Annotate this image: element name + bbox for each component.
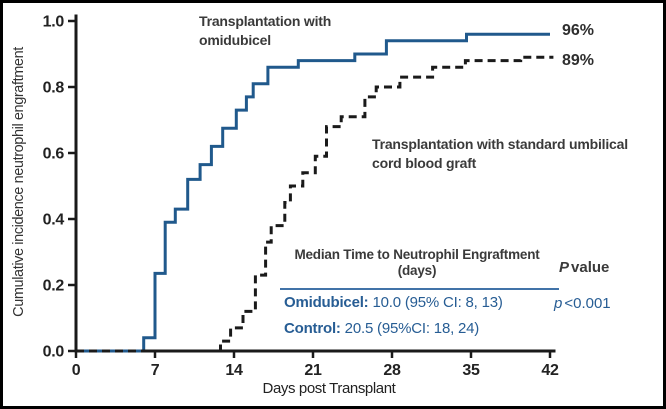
x-axis-title: Days post Transplant (262, 380, 396, 397)
cumulative-incidence-chart: 0.0 0.2 0.4 0.6 0.8 1.0 0 7 14 21 28 35 42 (43, 14, 560, 380)
table-row-control: Control: 20.5 (95%CI: 18, 24) (284, 320, 479, 337)
control-final-percent: 89% (562, 52, 595, 69)
control-row-value: 20.5 (95%CI: 18, 24) (340, 320, 480, 337)
omidubicel-curve-label-line2: omidubicel (199, 32, 271, 48)
y-tick-label: 0.4 (43, 212, 65, 229)
y-tick-label: 0.0 (43, 344, 65, 361)
omidubicel-curve-label-line1: Transplantation with (199, 13, 332, 29)
table-row-omidubicel: Omidubicel: 10.0 (95% CI: 8, 13) (284, 294, 503, 311)
omidubicel-final-percent: 96% (562, 22, 595, 39)
omidubicel-row-label: Omidubicel: (284, 294, 369, 311)
omidubicel-row-value: 10.0 (95% CI: 8, 13) (368, 294, 503, 311)
x-tick-label: 21 (304, 362, 322, 379)
y-tick-label: 0.6 (43, 146, 65, 163)
omidubicel-curve-label: Transplantation with omidubicel (199, 12, 331, 50)
x-tick-label: 42 (541, 362, 559, 379)
control-curve-label-line2: cord blood graft (372, 155, 477, 171)
p-value-header-text: value (571, 259, 610, 276)
median-table-header-units: (days) (397, 263, 437, 278)
median-table-header-title: Median Time to Neutrophil Engraftment (294, 247, 540, 262)
p-value-symbol: p (554, 295, 563, 312)
p-value-header-symbol: P (559, 259, 570, 276)
control-curve-label: Transplantation with standard umbilical … (372, 135, 628, 173)
y-tick-label: 1.0 (43, 14, 65, 31)
control-row-label: Control: (284, 320, 341, 337)
control-curve (76, 55, 554, 353)
y-axis-title: Cumulative incidence neutrophil engraftm… (11, 47, 27, 317)
y-tick-label: 0.8 (43, 80, 65, 97)
x-tick-label: 7 (151, 362, 160, 379)
p-value-text: p <0.001 (554, 295, 611, 312)
y-tick-label: 0.2 (43, 278, 65, 295)
x-tick-label: 14 (225, 362, 243, 379)
table-divider-rule (280, 288, 559, 290)
median-table-header: Median Time to Neutrophil Engraftment (d… (275, 247, 559, 279)
x-tick-label: 0 (72, 362, 81, 379)
control-curve-label-line1: Transplantation with standard umbilical (372, 136, 628, 152)
x-tick-label: 35 (462, 362, 480, 379)
p-value-number: <0.001 (564, 295, 611, 312)
omidubicel-curve (76, 32, 550, 353)
x-tick-label: 28 (383, 362, 401, 379)
